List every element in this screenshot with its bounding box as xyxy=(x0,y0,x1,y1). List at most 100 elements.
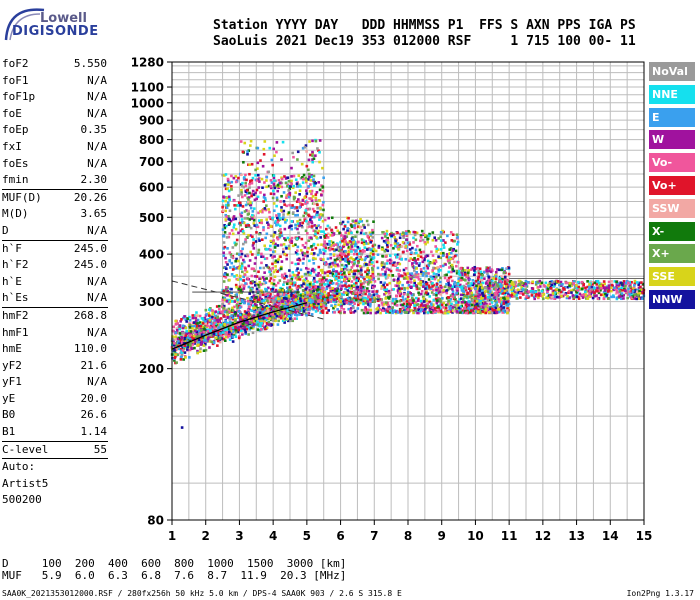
echo-point xyxy=(312,202,316,206)
echo-point xyxy=(267,299,271,302)
echo-point xyxy=(275,223,278,227)
echo-point xyxy=(448,305,451,308)
echo-point xyxy=(392,310,396,314)
echo-point xyxy=(320,289,323,293)
echo-point xyxy=(278,185,282,188)
param-value: N/A xyxy=(87,375,107,389)
echo-point xyxy=(238,300,241,303)
echo-point xyxy=(247,202,250,206)
echo-point xyxy=(285,247,288,250)
echo-point xyxy=(270,282,273,285)
echo-point xyxy=(293,283,297,287)
echo-point xyxy=(244,240,248,244)
param-row: hmF2 268.8 xyxy=(0,308,110,325)
echo-point xyxy=(310,192,313,196)
echo-point xyxy=(252,310,256,314)
echo-point xyxy=(426,266,430,270)
echo-point xyxy=(278,279,282,282)
echo-point xyxy=(242,185,246,189)
echo-point xyxy=(398,243,402,247)
echo-point xyxy=(185,320,188,323)
echo-point xyxy=(175,327,179,330)
echo-point xyxy=(193,324,197,328)
echo-point xyxy=(331,234,334,237)
echo-point xyxy=(449,275,453,279)
echo-point xyxy=(275,305,278,309)
echo-point xyxy=(262,299,266,302)
echo-point xyxy=(342,244,346,248)
echo-point xyxy=(208,318,212,322)
echo-point xyxy=(258,311,262,315)
echo-point xyxy=(273,275,277,278)
echo-point xyxy=(244,315,247,318)
echo-point xyxy=(258,277,261,281)
echo-point xyxy=(404,306,407,310)
echo-point xyxy=(286,312,290,316)
echo-point xyxy=(316,210,319,214)
param-row: foEs N/A xyxy=(0,156,110,173)
echo-point xyxy=(347,245,351,249)
echo-point xyxy=(402,304,406,308)
echo-point xyxy=(412,230,416,234)
echo-point xyxy=(486,272,489,276)
echo-point xyxy=(198,329,201,332)
echo-point xyxy=(180,349,183,353)
echo-point xyxy=(397,272,401,276)
echo-point xyxy=(236,204,240,207)
echo-point xyxy=(225,299,229,303)
echo-point xyxy=(334,291,337,295)
echo-point xyxy=(246,217,249,220)
echo-point xyxy=(404,257,408,261)
echo-point xyxy=(274,311,278,314)
echo-point xyxy=(248,324,252,328)
echo-point xyxy=(421,238,425,242)
echo-point xyxy=(386,303,390,307)
echo-point xyxy=(243,194,247,197)
echo-point xyxy=(224,209,228,213)
param-row: fmin 2.30 xyxy=(0,172,110,189)
echo-point xyxy=(251,326,255,330)
echo-point xyxy=(496,282,499,285)
echo-point xyxy=(196,349,199,353)
echo-point xyxy=(259,159,262,162)
echo-point xyxy=(305,266,308,270)
echo-point xyxy=(310,226,314,230)
echo-point xyxy=(228,330,231,334)
echo-point xyxy=(267,309,270,312)
echo-point xyxy=(244,282,247,285)
echo-point xyxy=(275,214,278,217)
echo-point xyxy=(216,344,219,347)
echo-point xyxy=(224,322,228,326)
echo-point xyxy=(271,163,274,167)
echo-point xyxy=(453,293,456,297)
auto-label: Auto: xyxy=(2,460,36,474)
echo-point xyxy=(271,319,275,322)
echo-point xyxy=(289,282,292,285)
echo-point xyxy=(284,317,287,320)
echo-point xyxy=(280,194,283,198)
echo-point xyxy=(241,318,245,322)
echo-point xyxy=(198,333,202,337)
echo-point xyxy=(299,249,303,252)
echo-point xyxy=(402,236,405,239)
echo-point xyxy=(333,300,337,303)
echo-point xyxy=(304,209,308,212)
echo-point xyxy=(469,306,473,310)
echo-point xyxy=(296,150,300,154)
echo-point xyxy=(247,209,250,213)
echo-point xyxy=(224,293,228,297)
echo-point xyxy=(326,236,330,239)
echo-point xyxy=(311,248,314,251)
echo-point xyxy=(224,261,228,264)
echo-point xyxy=(176,341,180,345)
echo-point xyxy=(259,191,262,194)
echo-point xyxy=(317,296,320,299)
echo-point xyxy=(294,311,298,314)
echo-point xyxy=(290,206,294,209)
echo-point xyxy=(396,277,400,281)
echo-point xyxy=(501,311,504,314)
echo-point xyxy=(344,256,347,260)
echo-point xyxy=(230,287,233,291)
echo-point xyxy=(203,316,207,320)
echo-point xyxy=(258,315,262,319)
